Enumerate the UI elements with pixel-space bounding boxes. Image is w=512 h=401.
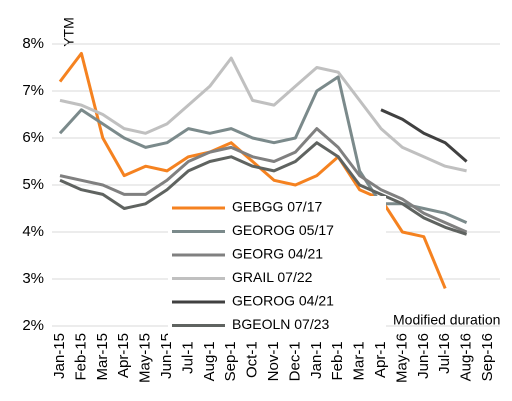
x-tick-label: Apr-16: [372, 333, 389, 378]
x-tick-label: Aug-16: [458, 333, 475, 381]
legend-label: BGEOLN 07/23: [232, 316, 329, 332]
x-tick-label: Mar-16: [351, 333, 368, 381]
y-tick-label: 3%: [22, 270, 44, 287]
x-tick-label: Aug-15: [201, 333, 218, 381]
legend-label: GEORG 04/21: [232, 246, 323, 262]
y-tick-label: 5%: [22, 176, 44, 193]
legend-label: GEOROG 05/17: [232, 222, 334, 238]
x-tick-label: Jul-15: [179, 333, 196, 374]
x-tick-label: Apr-15: [115, 333, 132, 378]
x-tick-label: Jun-16: [415, 333, 432, 379]
x-tick-label: Mar-15: [94, 333, 111, 381]
annotation: Modified duration: [393, 312, 500, 328]
y-tick-label: 4%: [22, 223, 44, 240]
legend-label: GEOROG 04/21: [232, 293, 334, 309]
legend-label: GEBGG 07/17: [232, 199, 322, 215]
x-tick-label: May-16: [393, 333, 410, 383]
x-tick-label: Jan-15: [51, 333, 68, 379]
y-tick-label: 6%: [22, 129, 44, 146]
y-tick-label: 2%: [22, 317, 44, 334]
y-axis-label: YTM: [61, 17, 77, 47]
y-tick-label: 7%: [22, 82, 44, 99]
x-tick-label: Jul-16: [436, 333, 453, 374]
x-tick-label: Oct-15: [244, 333, 261, 378]
y-tick-label: 8%: [22, 35, 44, 52]
series-line: [380, 108, 468, 163]
x-tick-label: Nov-15: [265, 333, 282, 381]
x-tick-label: Jan-16: [308, 333, 325, 379]
series-line: [59, 141, 468, 236]
x-tick-label: Dec-15: [286, 333, 303, 381]
x-tick-label: Sep-16: [479, 333, 496, 381]
x-tick-label: May-15: [137, 333, 154, 383]
x-tick-label: Feb-15: [72, 333, 89, 381]
series-line: [59, 56, 467, 173]
x-tick-label: Sep-15: [222, 333, 239, 381]
legend-label: GRAIL 07/22: [232, 269, 313, 285]
x-tick-label: Feb-16: [329, 333, 346, 381]
legend-box: [168, 196, 386, 341]
x-tick-label: Jun-15: [158, 333, 175, 379]
series-line: [59, 127, 468, 234]
